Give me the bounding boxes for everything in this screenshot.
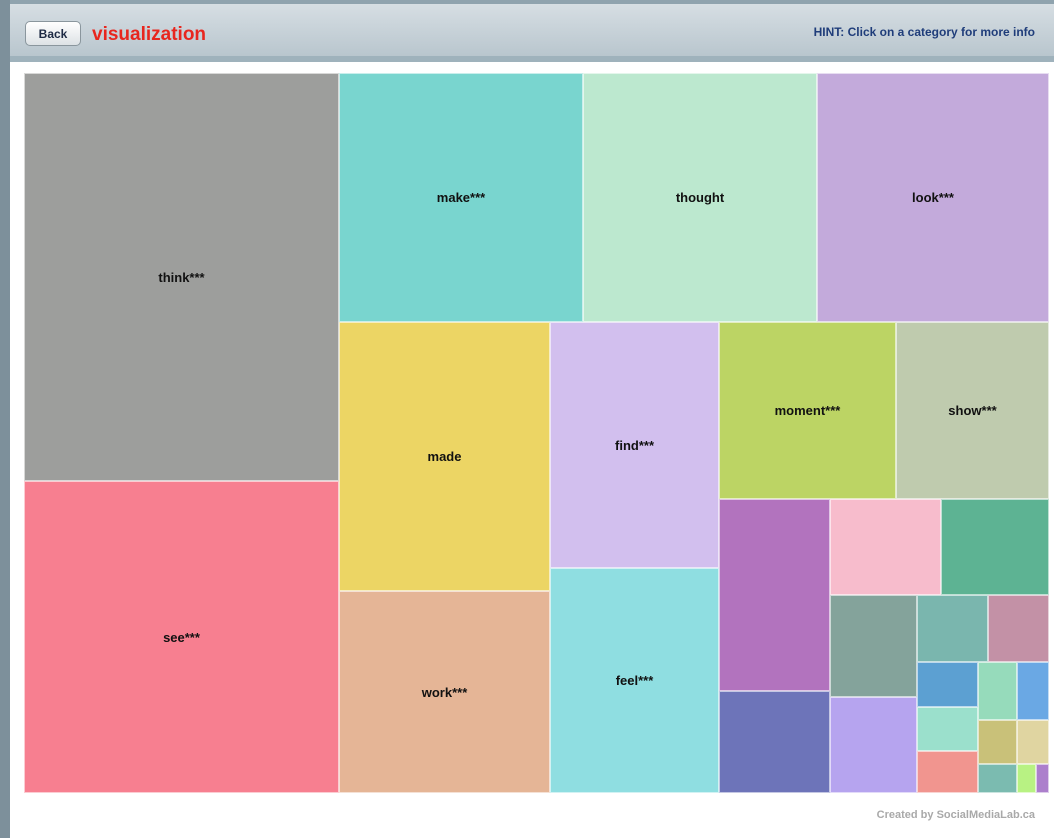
tile[interactable] xyxy=(1036,764,1049,793)
back-button[interactable]: Back xyxy=(25,21,81,46)
tile[interactable] xyxy=(917,595,988,662)
tile[interactable] xyxy=(1017,662,1049,720)
tile[interactable]: feel*** xyxy=(550,568,719,793)
tile[interactable] xyxy=(1017,720,1049,764)
tile[interactable] xyxy=(830,697,917,793)
tile[interactable]: work*** xyxy=(339,591,550,793)
tile[interactable] xyxy=(719,691,830,793)
tile[interactable]: look*** xyxy=(817,73,1049,322)
tile[interactable] xyxy=(917,662,978,707)
tile[interactable]: thought xyxy=(583,73,817,322)
tile[interactable] xyxy=(830,499,941,595)
header-bar xyxy=(10,0,1054,56)
tile[interactable] xyxy=(917,751,978,793)
header-separator xyxy=(10,56,1054,62)
tile[interactable]: see*** xyxy=(24,481,339,793)
tile[interactable]: moment*** xyxy=(719,322,896,499)
tile[interactable]: think*** xyxy=(24,73,339,481)
frame-border xyxy=(0,0,10,838)
tile[interactable] xyxy=(978,662,1017,720)
page-title: visualization xyxy=(92,24,207,45)
tile[interactable] xyxy=(988,595,1049,662)
hint-text: HINT: Click on a category for more info xyxy=(813,25,1035,39)
tile[interactable]: make*** xyxy=(339,73,583,322)
tile[interactable]: find*** xyxy=(550,322,719,568)
tile[interactable] xyxy=(719,499,830,691)
treemap: think*** see*** make*** thought look*** … xyxy=(24,73,1049,793)
tile[interactable] xyxy=(978,764,1017,793)
tile[interactable] xyxy=(978,720,1017,764)
tile[interactable] xyxy=(830,595,917,697)
credit: Created by SocialMediaLab.ca xyxy=(876,809,1035,821)
tile[interactable] xyxy=(1017,764,1036,793)
tile[interactable]: made xyxy=(339,322,550,591)
tile[interactable] xyxy=(941,499,1049,595)
tile[interactable] xyxy=(917,707,978,751)
tile[interactable]: show*** xyxy=(896,322,1049,499)
